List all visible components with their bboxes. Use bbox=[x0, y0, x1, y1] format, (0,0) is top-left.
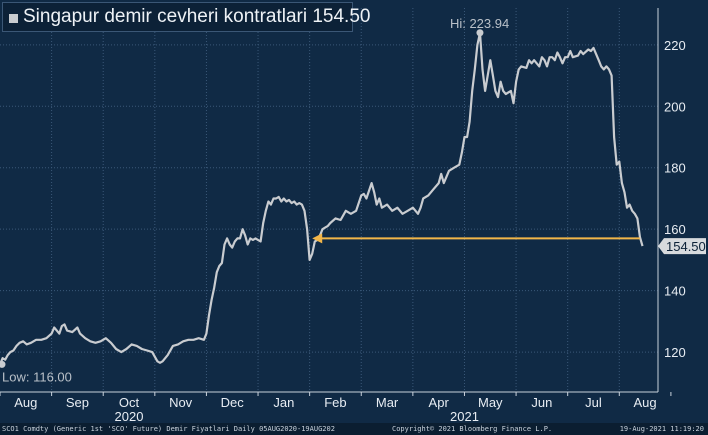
year-label: 2020 bbox=[115, 409, 144, 424]
x-tick-label: Nov bbox=[169, 395, 193, 410]
y-tick-label: 180 bbox=[664, 161, 686, 176]
x-axis-labels: Aug Sep Oct Nov Dec Jan Feb Mar Apr May Jun Jul Aug 2… bbox=[14, 395, 656, 424]
year-label: 2021 bbox=[450, 409, 479, 424]
high-label: Hi: 223.94 bbox=[450, 16, 509, 31]
low-marker bbox=[0, 360, 6, 368]
x-tick-label: Jul bbox=[585, 395, 602, 410]
y-tick-label: 200 bbox=[664, 99, 686, 114]
y-axis-labels: 120 140 160 180 200 220 bbox=[664, 38, 686, 360]
high-marker bbox=[476, 29, 484, 37]
legend: Singapur demir cevheri kontratlari 154.5… bbox=[2, 2, 370, 32]
legend-label: Singapur demir cevheri kontratlari 154.5… bbox=[23, 6, 371, 27]
y-tick-label: 160 bbox=[664, 222, 686, 237]
price-line bbox=[0, 31, 644, 365]
legend-swatch bbox=[9, 14, 18, 23]
x-tick-label: Apr bbox=[429, 395, 450, 410]
trend-arrow-head bbox=[312, 233, 323, 244]
y-tick-label: 140 bbox=[664, 284, 686, 299]
y-tick-label: 120 bbox=[664, 345, 686, 360]
last-value-label: 154.50 bbox=[666, 239, 706, 254]
low-label: Low: 116.00 bbox=[2, 369, 72, 384]
x-tick-label: May bbox=[478, 395, 503, 410]
x-tick-label: Jun bbox=[531, 395, 552, 410]
x-tick-label: Aug bbox=[634, 395, 657, 410]
x-tick-label: Sep bbox=[66, 395, 89, 410]
x-tick-label: Oct bbox=[119, 395, 140, 410]
x-tick-label: Feb bbox=[324, 395, 346, 410]
last-value-badge bbox=[658, 238, 706, 255]
footer-bar: SCO1 Comdty (Generic 1st 'SCO' Future) D… bbox=[0, 423, 708, 435]
x-tick-label: Jan bbox=[273, 395, 294, 410]
plot-area: Hi: 223.94 Low: 116.00 154.50 bbox=[0, 16, 706, 384]
footer-source: SCO1 Comdty (Generic 1st 'SCO' Future) D… bbox=[2, 425, 335, 433]
footer-timestamp: 19-Aug-2021 11:19:20 bbox=[619, 425, 704, 433]
x-tick-label: Dec bbox=[221, 395, 245, 410]
gridlines bbox=[0, 8, 672, 396]
y-tick-label: 220 bbox=[664, 38, 686, 53]
x-tick-label: Aug bbox=[14, 395, 37, 410]
footer-copyright: Copyright© 2021 Bloomberg Finance L.P. bbox=[392, 425, 553, 433]
x-tick-label: Mar bbox=[376, 395, 399, 410]
